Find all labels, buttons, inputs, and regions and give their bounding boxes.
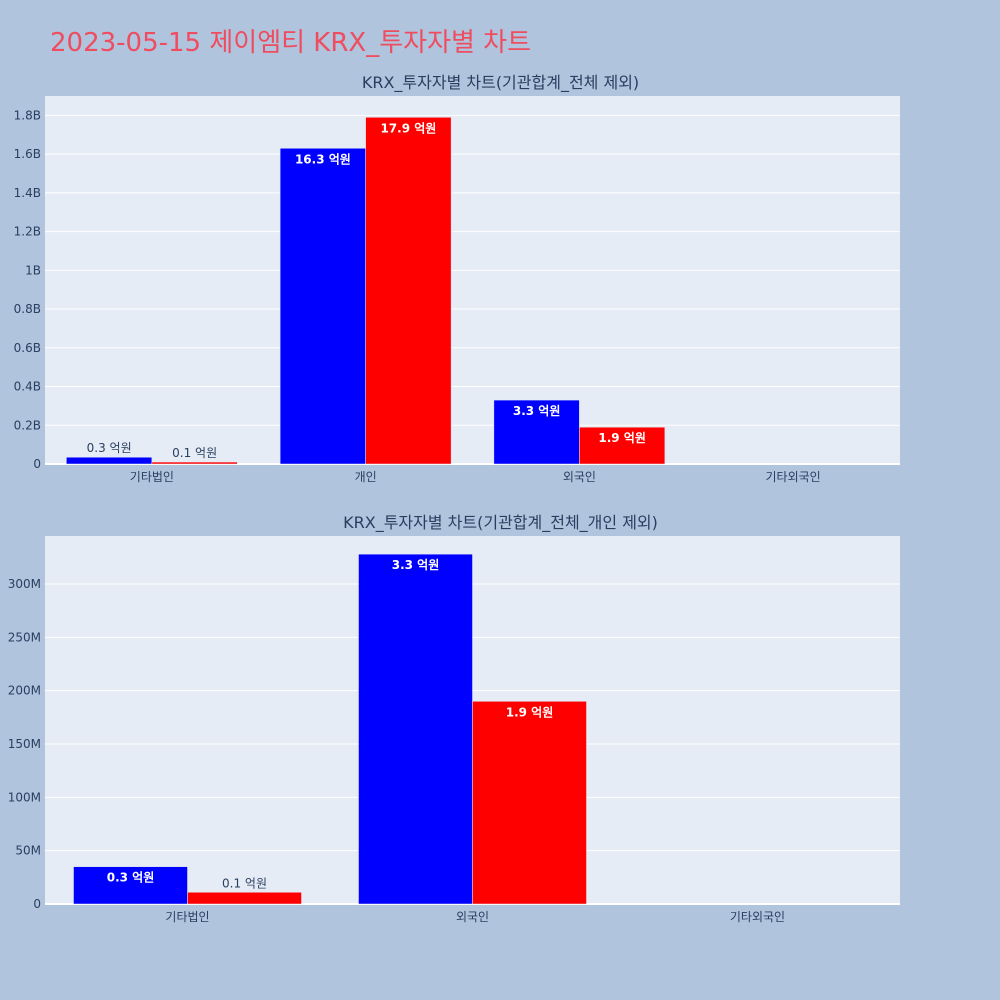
data-label: 1.9 억원: [598, 431, 646, 445]
chart-retail-included: KRX_투자자별 차트(기관합계_전체 제외) 0 0.2B 0.4B 0.6B 0.8B…: [14, 73, 900, 484]
plot-background: [45, 96, 900, 464]
x-tick-label: 기타법인: [165, 910, 209, 924]
data-label: 16.3 억원: [295, 152, 351, 166]
data-label: 17.9 억원: [380, 121, 436, 135]
bar: [279, 148, 366, 465]
chart-title: KRX_투자자별 차트(기관합계_전체_개인 제외): [343, 513, 658, 533]
x-tick-label: 기타외국인: [766, 470, 821, 484]
y-tick-label: 50M: [15, 844, 41, 858]
data-label: 1.9 억원: [506, 705, 554, 719]
page-title: 2023-05-15 제이엠티 KRX_투자자별 차트: [50, 28, 532, 58]
y-tick-label: 250M: [8, 630, 41, 644]
bar: [472, 701, 587, 905]
chart-title: KRX_투자자별 차트(기관합계_전체 제외): [362, 73, 639, 93]
x-tick-label: 외국인: [563, 470, 596, 484]
y-tick-label: 150M: [8, 737, 41, 751]
y-tick-label: 0.2B: [14, 418, 41, 432]
y-tick-label: 1.4B: [14, 186, 41, 200]
y-tick-label: 100M: [8, 790, 41, 804]
bar: [66, 456, 153, 465]
bar: [579, 426, 666, 465]
y-tick-label: 0.4B: [14, 380, 41, 394]
y-tick-label: 0: [33, 897, 41, 911]
data-label: 0.3 억원: [107, 871, 155, 885]
data-label: 0.1 억원: [172, 446, 217, 460]
x-tick-label: 외국인: [456, 910, 489, 924]
bar: [493, 399, 580, 465]
x-tick-label: 개인: [355, 470, 377, 484]
x-tick-label: 기타외국인: [730, 910, 785, 924]
y-tick-label: 200M: [8, 684, 41, 698]
y-tick-label: 0.8B: [14, 302, 41, 316]
bar: [358, 553, 473, 905]
data-label: 3.3 억원: [513, 404, 561, 418]
y-tick-label: 1B: [25, 263, 41, 277]
x-tick-label: 기타법인: [130, 470, 174, 484]
bar: [365, 117, 452, 465]
data-label: 3.3 억원: [392, 558, 440, 572]
y-tick-label: 1.6B: [14, 147, 41, 161]
y-tick-label: 300M: [8, 577, 41, 591]
data-label: 0.1 억원: [222, 876, 267, 890]
bar: [187, 892, 302, 905]
y-tick-label: 0.6B: [14, 341, 41, 355]
y-tick-label: 1.8B: [14, 108, 41, 122]
bar: [151, 461, 238, 465]
y-tick-label: 1.2B: [14, 225, 41, 239]
y-tick-label: 0: [33, 457, 41, 471]
chart-retail-excluded: KRX_투자자별 차트(기관합계_전체_개인 제외) 0 50M 100M 150M 20…: [8, 513, 900, 924]
bar: [73, 866, 188, 905]
data-label: 0.3 억원: [87, 441, 132, 455]
